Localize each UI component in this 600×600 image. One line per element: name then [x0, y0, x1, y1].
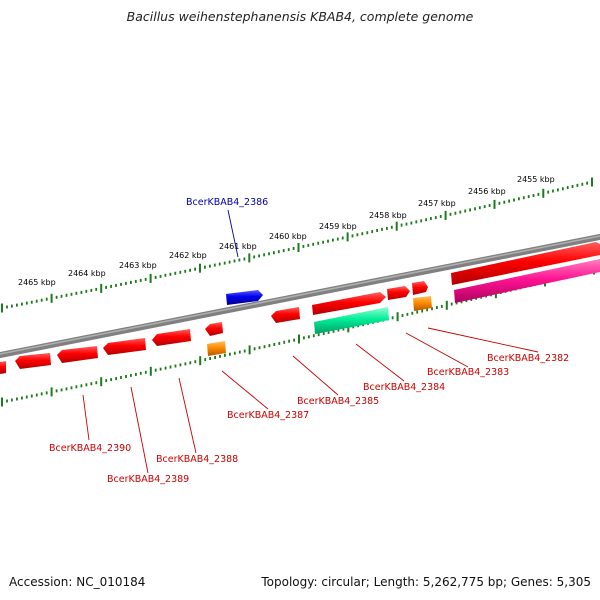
- gene-label-2385[interactable]: BcerKBAB4_2385: [297, 396, 379, 407]
- scale-label-2463: 2463 kbp: [119, 261, 157, 270]
- genome-backbone-highlight: [0, 235, 600, 355]
- gene-bcerkbab4-2384[interactable]: [314, 307, 389, 334]
- label-leader-lines: [82, 209, 539, 474]
- leader-2388: [178, 377, 197, 454]
- gene-reverse-2388b[interactable]: [152, 329, 191, 346]
- leader-2387: [221, 370, 269, 410]
- scale-label-2457: 2457 kbp: [418, 199, 456, 208]
- gene-label-2383[interactable]: BcerKBAB4_2383: [427, 367, 509, 378]
- leader-2385: [292, 355, 339, 396]
- gene-reverse-2389[interactable]: [57, 346, 98, 363]
- leader-2382: [427, 327, 539, 353]
- scale-label-2455: 2455 kbp: [517, 175, 555, 184]
- leader-2389: [130, 386, 149, 474]
- scale-label-2465: 2465 kbp: [18, 278, 56, 287]
- scale-label-2464: 2464 kbp: [68, 269, 106, 278]
- gene-forward-2[interactable]: [387, 286, 410, 300]
- gene-reverse-2388[interactable]: [103, 338, 146, 355]
- forward-strand-genes: [226, 242, 600, 315]
- map-title: Bacillus weihenstephanensis KBAB4, compl…: [126, 9, 474, 24]
- gene-label-2389[interactable]: BcerKBAB4_2389: [107, 474, 189, 485]
- gene-bcerkbab4-2386[interactable]: [226, 290, 263, 305]
- leader-2384: [355, 343, 405, 382]
- scale-label-2458: 2458 kbp: [369, 211, 407, 220]
- gene-bcerkbab4-2390[interactable]: [0, 361, 6, 374]
- scale-ticks-inner: [1, 265, 595, 407]
- gene-forward-4[interactable]: [451, 242, 600, 285]
- scale-labels: 2455 kbp 2456 kbp 2457 kbp 2458 kbp 2459…: [18, 175, 555, 287]
- scale-label-2459: 2459 kbp: [319, 222, 357, 231]
- gene-bcerkbab4-2383[interactable]: [413, 296, 432, 311]
- gene-label-2386[interactable]: BcerKBAB4_2386: [186, 197, 268, 208]
- gene-label-2384[interactable]: BcerKBAB4_2384: [363, 382, 445, 393]
- gene-labels: BcerKBAB4_2386 BcerKBAB4_2382 BcerKBAB4_…: [49, 197, 569, 485]
- gene-label-2382[interactable]: BcerKBAB4_2382: [487, 353, 569, 364]
- gene-forward-3[interactable]: [412, 281, 428, 295]
- genome-backbone: [0, 233, 600, 359]
- leader-2386: [227, 209, 239, 258]
- leader-2390: [82, 394, 90, 441]
- gene-bcerkbab4-2387-orange[interactable]: [207, 341, 226, 356]
- scale-label-2456: 2456 kbp: [468, 187, 506, 196]
- gene-forward-1[interactable]: [312, 292, 386, 315]
- scale-label-2460: 2460 kbp: [269, 232, 307, 241]
- scale-label-2462: 2462 kbp: [169, 251, 207, 260]
- gene-bcerkbab4-2387[interactable]: [205, 322, 223, 336]
- gene-label-2388[interactable]: BcerKBAB4_2388: [156, 454, 238, 465]
- gene-label-2390[interactable]: BcerKBAB4_2390: [49, 443, 131, 454]
- scale-label-2461: 2461 kbp: [219, 242, 257, 251]
- scale-ticks-outer: [1, 177, 593, 313]
- accession-text: Accession: NC_010184: [9, 575, 146, 589]
- leader-2383: [405, 332, 469, 368]
- genome-summary-text: Topology: circular; Length: 5,262,775 bp…: [261, 575, 591, 589]
- reverse-strand-genes: [0, 259, 600, 374]
- gene-bcerkbab4-2382[interactable]: [454, 259, 600, 303]
- gene-label-2387[interactable]: BcerKBAB4_2387: [227, 410, 309, 421]
- gene-bcerkbab4-2385[interactable]: [271, 307, 300, 323]
- gene-reverse-2389-left[interactable]: [15, 353, 51, 369]
